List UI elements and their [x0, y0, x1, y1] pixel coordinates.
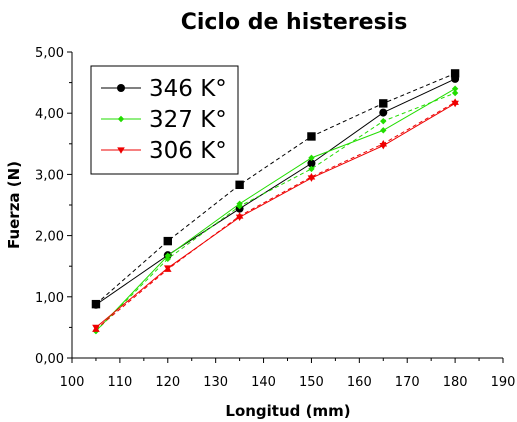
data-point-return: [450, 69, 460, 78]
data-point-return: [379, 99, 388, 108]
legend-marker: [117, 84, 125, 92]
series-line: [95, 88, 456, 332]
y-tick-label: 0,00: [35, 352, 64, 367]
data-point: [451, 74, 460, 83]
data-point: [307, 159, 316, 168]
series-return-line: [95, 92, 456, 332]
y-tick-label: 2,00: [35, 230, 64, 245]
data-point: [308, 154, 315, 162]
data-point-return: [308, 165, 315, 173]
y-tick-label: 3,00: [35, 168, 64, 183]
series: [91, 69, 460, 309]
data-point-return: [307, 132, 316, 141]
data-point: [379, 108, 388, 117]
series: [92, 98, 459, 332]
x-tick-label: 170: [395, 375, 420, 390]
data-point: [451, 85, 459, 92]
x-axis-label: Longitud (mm): [225, 402, 350, 420]
legend-marker: [117, 147, 125, 154]
series-return-line: [95, 72, 456, 305]
series-line: [95, 78, 456, 306]
legend-label: 306 K°: [149, 138, 227, 164]
y-axis-label: Fuerza (N): [5, 161, 23, 249]
axes: 100 110 120 130 140 150 160 170 180 190 0,00 1,00 2,…: [35, 46, 515, 390]
x-tick-label: 160: [347, 375, 372, 390]
x-tick-label: 150: [299, 375, 324, 390]
x-tick-label: 140: [251, 375, 276, 390]
data-point: [163, 265, 172, 272]
chart-title: Ciclo de histeresis: [181, 10, 408, 35]
legend-label: 327 K°: [149, 107, 227, 133]
data-point: [236, 200, 243, 207]
x-tick-label: 180: [443, 375, 468, 390]
y-tick-label: 4,00: [35, 107, 64, 122]
x-tick-label: 190: [491, 375, 516, 390]
data-point-return: [380, 117, 387, 125]
legend-label: 346 K°: [149, 76, 227, 102]
series-return-line: [95, 101, 456, 330]
legend-marker: [117, 115, 125, 123]
data-point-return: [451, 89, 459, 97]
legend-box: [90, 65, 239, 175]
series-layer: [91, 69, 460, 335]
data-point: [380, 127, 387, 134]
data-point-return: [163, 236, 172, 246]
data-point: [164, 252, 171, 259]
x-tick-label: 130: [203, 375, 228, 390]
y-tick-label: 1,00: [35, 291, 64, 306]
data-point: [379, 142, 388, 150]
x-tick-label: 120: [155, 375, 180, 390]
x-tick-label: 100: [60, 375, 85, 390]
data-point: [92, 324, 100, 332]
data-point: [307, 175, 316, 182]
data-point: [235, 214, 244, 222]
y-tick-label: 5,00: [35, 46, 64, 61]
series-line: [95, 102, 456, 328]
data-point: [451, 100, 459, 108]
x-tick-label: 110: [107, 375, 132, 390]
data-point: [91, 300, 100, 309]
legend: 346 K° 327 K° 306 K°: [90, 65, 239, 175]
data-point-return: [235, 180, 244, 190]
